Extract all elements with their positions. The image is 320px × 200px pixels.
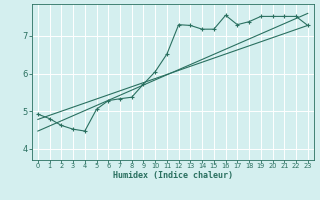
- X-axis label: Humidex (Indice chaleur): Humidex (Indice chaleur): [113, 171, 233, 180]
